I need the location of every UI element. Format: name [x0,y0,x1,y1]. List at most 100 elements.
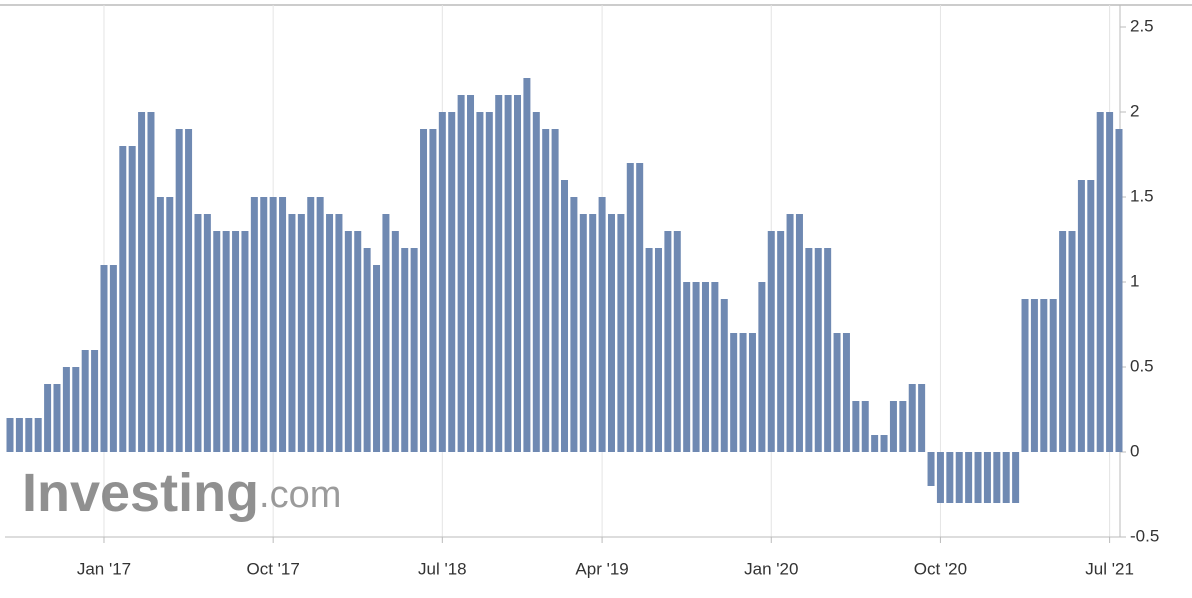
watermark-brand: Investing [22,463,259,523]
bar [279,197,287,452]
bar [983,452,991,503]
x-tick-label: Apr '19 [575,559,628,578]
bar [6,418,14,452]
bar [692,282,700,452]
bar [730,333,738,452]
bar [250,197,258,452]
bar [748,333,756,452]
bar [34,418,42,452]
y-tick-label: 0 [1130,441,1139,460]
bar [946,452,954,503]
bar [1059,231,1067,452]
bar [805,248,813,452]
bar [62,367,70,452]
bar [795,214,803,452]
bar [147,112,155,452]
x-tick-label: Jan '20 [744,559,798,578]
bar [993,452,1001,503]
bar [645,248,653,452]
y-tick-label: 2 [1130,101,1139,120]
bar [1002,452,1010,503]
bar [918,384,926,452]
bar [1049,299,1057,452]
bar [232,231,240,452]
bar [175,129,183,452]
bar [410,248,418,452]
bar [570,197,578,452]
bar [814,248,822,452]
bar [1068,231,1076,452]
y-tick-label: 1 [1130,271,1139,290]
bar [908,384,916,452]
bar [119,146,127,452]
bar [203,214,211,452]
y-tick-label: 1.5 [1130,186,1154,205]
bar [701,282,709,452]
bar [880,435,888,452]
bar [44,384,52,452]
bar [335,214,343,452]
bar [260,197,268,452]
bar [861,401,869,452]
bar [739,333,747,452]
bar [833,333,841,452]
bar [391,231,399,452]
bar [523,78,531,452]
bar [1087,180,1095,452]
bar [589,214,597,452]
x-tick-label: Oct '20 [914,559,967,578]
bar [617,214,625,452]
bar [899,401,907,452]
bar [504,95,512,452]
bar [955,452,963,503]
bar [363,248,371,452]
bar [889,401,897,452]
bar [91,350,99,452]
bar [420,129,428,452]
bar [720,299,728,452]
x-tick-label: Jul '18 [418,559,467,578]
bar [467,95,475,452]
bar [401,248,409,452]
watermark: Investing.com [22,463,341,523]
bar [128,146,136,452]
bar [344,231,352,452]
bar [551,129,559,452]
bar [542,129,550,452]
bar [288,214,296,452]
watermark-suffix: .com [259,474,341,516]
bar [626,163,634,452]
bar [842,333,850,452]
bar [579,214,587,452]
bar [354,231,362,452]
bar [438,112,446,452]
bar [777,231,785,452]
bar [457,95,465,452]
bar [81,350,89,452]
bar [373,265,381,452]
bar [156,197,164,452]
bar [429,129,437,452]
bar [673,231,681,452]
bar [965,452,973,503]
bar [561,180,568,452]
bar [758,282,766,452]
bar [241,231,249,452]
bar [448,112,456,452]
bar [654,248,662,452]
bar [767,231,775,452]
bar [166,197,174,452]
bar [109,265,117,452]
y-tick-label: 0.5 [1130,356,1154,375]
bar [852,401,860,452]
x-tick-label: Jan '17 [77,559,131,578]
bar [1096,112,1104,452]
bar [607,214,615,452]
bar [382,214,390,452]
bar [53,384,61,452]
bar [636,163,644,452]
bar [485,112,493,452]
bar [185,129,193,452]
bar [307,197,315,452]
